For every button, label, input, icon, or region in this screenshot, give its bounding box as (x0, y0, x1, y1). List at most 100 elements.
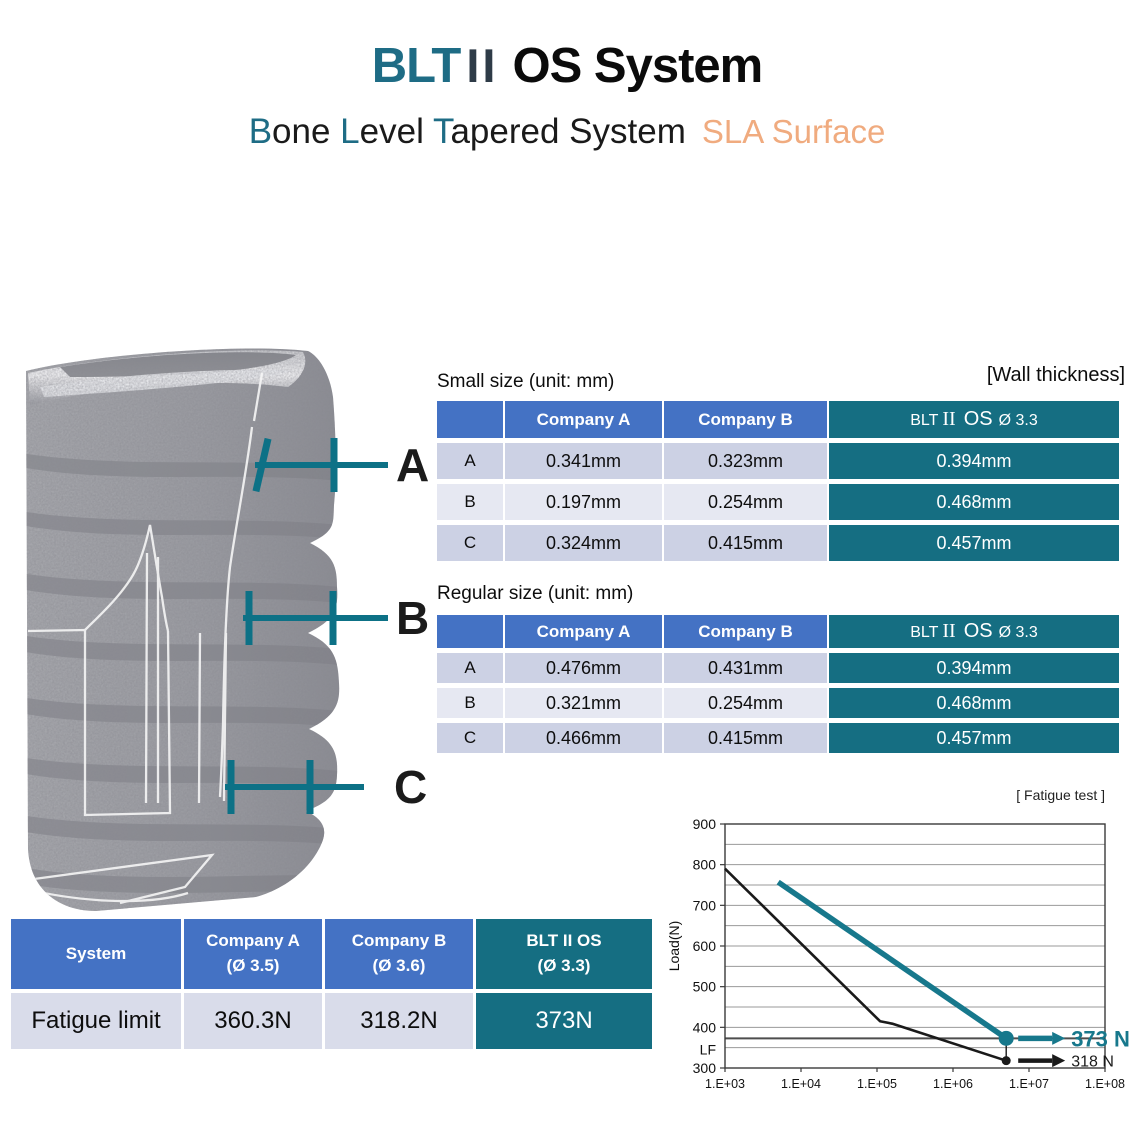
fatigue-value-blt: 373N (476, 993, 652, 1049)
y-axis-label: Load(N) (666, 921, 682, 972)
subtitle-b: B (248, 112, 273, 151)
fatigue-header-system: System (11, 919, 181, 989)
y-tick-label: 600 (693, 938, 717, 954)
blt-header-os: OS (963, 408, 993, 430)
blt-header-ii: II (942, 620, 956, 642)
small-row-a-blt: 0.394mm (829, 443, 1119, 479)
subtitle-sla-surface: SLA Surface (701, 113, 886, 150)
small-header-company-b: Company B (664, 401, 827, 438)
subtitle-one: one (272, 112, 341, 151)
fatigue-test-chart: 300 400 500 600 700 800 900 LF 1.E+03 1.E+04 1.E+0… (666, 787, 1130, 1091)
x-tick-label: 1.E+05 (857, 1077, 897, 1091)
annotation-arrow-head (1052, 1054, 1066, 1068)
regular-row-c-label: C (437, 723, 503, 753)
series-end-dot (998, 1030, 1014, 1046)
regular-size-table: Company A Company B BLT II OS Ø 3.3 A 0.476… (435, 610, 1121, 758)
fatigue-header-blt: BLT II OS (Ø 3.3) (476, 919, 652, 989)
blt-header-os: OS (963, 620, 993, 642)
x-tick-label: 1.E+08 (1085, 1077, 1125, 1091)
y-tick-label: 500 (693, 979, 717, 995)
page-subtitle: Bone Level Tapered System SLA Surface (0, 112, 1134, 152)
x-tick-label: 1.E+04 (781, 1077, 821, 1091)
implant-texture (26, 348, 340, 911)
fatigue-header-company-b: Company B (Ø 3.6) (325, 919, 473, 989)
small-row-b-company-b: 0.254mm (664, 484, 827, 520)
series-line-competitor (724, 867, 1007, 1062)
implant-illustration: A B C (26, 348, 429, 911)
blt-header-ii: II (942, 408, 956, 430)
blt-header-dia: Ø 3.3 (998, 412, 1038, 429)
regular-row-b-company-b: 0.254mm (664, 688, 827, 718)
regular-row-a-blt: 0.394mm (829, 653, 1119, 683)
title-blt: BLT (371, 39, 462, 93)
x-tick-label: 1.E+06 (933, 1077, 973, 1091)
regular-size-title: Regular size (unit: mm) (437, 583, 634, 604)
y-tick-label: 400 (693, 1019, 717, 1035)
chart-title: [ Fatigue test ] (1016, 787, 1105, 803)
annotation-value-label: 318 N (1071, 1054, 1114, 1071)
title-ii: II (466, 39, 499, 92)
regular-header-blt: BLT II OS Ø 3.3 (829, 615, 1119, 648)
fatigue-header-company-a-line2: (Ø 3.5) (226, 956, 280, 975)
small-row-c-label: C (437, 525, 503, 561)
label-c: C (394, 761, 427, 813)
y-tick-label: 900 (693, 816, 717, 832)
regular-header-blank (437, 615, 503, 648)
subtitle-text: Bone Level Tapered System (249, 112, 686, 151)
blt-header-blt: BLT (910, 624, 939, 641)
label-a: A (396, 439, 429, 491)
caliper-labels: A B C (394, 439, 429, 813)
y-tick-label: 700 (693, 897, 717, 913)
fatigue-header-company-a: Company A (Ø 3.5) (184, 919, 322, 989)
wall-thickness-label: [Wall thickness] (986, 364, 1125, 386)
regular-header-company-b: Company B (664, 615, 827, 648)
fatigue-value-company-a: 360.3N (184, 993, 322, 1049)
lf-label: LF (700, 1041, 716, 1057)
fatigue-header-blt-line1: BLT II OS (526, 931, 602, 951)
small-row-b-label: B (437, 484, 503, 520)
series-end-dot (1001, 1056, 1011, 1066)
fatigue-header-blt-line2: (Ø 3.3) (537, 956, 591, 975)
annotation-value-label: 373 N (1071, 1026, 1130, 1051)
fatigue-row-label: Fatigue limit (11, 993, 181, 1049)
regular-row-a-company-a: 0.476mm (505, 653, 662, 683)
regular-row-a-label: A (437, 653, 503, 683)
regular-row-b-blt: 0.468mm (829, 688, 1119, 718)
small-row-c-blt: 0.457mm (829, 525, 1119, 561)
y-tick-label: 800 (693, 857, 717, 873)
caliper-a-tick-left (252, 437, 272, 493)
y-tick-label: 300 (693, 1060, 717, 1076)
fatigue-header-system-text: System (65, 943, 127, 963)
title-os-system: OS System (512, 39, 764, 93)
x-tick-label: 1.E+03 (705, 1077, 745, 1091)
small-header-company-a: Company A (505, 401, 662, 438)
label-b: B (396, 592, 429, 644)
series-line-blt-ii-os (776, 879, 1008, 1041)
fatigue-limit-table: System Company A (Ø 3.5) Company B (Ø 3.6)… (8, 915, 655, 1053)
subtitle-apered: apered System (450, 112, 686, 151)
small-size-table: Company A Company B BLT II OS Ø 3.3 A 0.341… (435, 396, 1121, 566)
fatigue-header-company-b-line1: Company B (351, 931, 447, 951)
regular-row-a-company-b: 0.431mm (664, 653, 827, 683)
small-header-blt: BLT II OS Ø 3.3 (829, 401, 1119, 438)
small-header-blank (437, 401, 503, 438)
small-row-c-company-a: 0.324mm (505, 525, 662, 561)
regular-row-b-label: B (437, 688, 503, 718)
small-row-b-company-a: 0.197mm (505, 484, 662, 520)
caliper-markers (225, 437, 388, 814)
small-row-a-label: A (437, 443, 503, 479)
regular-header-company-a: Company A (505, 615, 662, 648)
x-tick-label: 1.E+07 (1009, 1077, 1049, 1091)
fatigue-value-company-b: 318.2N (325, 993, 473, 1049)
small-row-b-blt: 0.468mm (829, 484, 1119, 520)
small-row-c-company-b: 0.415mm (664, 525, 827, 561)
fatigue-header-company-a-line1: Company A (206, 931, 300, 951)
regular-row-c-blt: 0.457mm (829, 723, 1119, 753)
blt-header-blt: BLT (910, 412, 939, 429)
subtitle-t: T (432, 112, 451, 151)
small-row-a-company-b: 0.323mm (664, 443, 827, 479)
small-size-title: Small size (unit: mm) (437, 371, 615, 392)
blt-header-dia: Ø 3.3 (998, 624, 1038, 641)
annotation-arrow-head (1052, 1031, 1066, 1045)
